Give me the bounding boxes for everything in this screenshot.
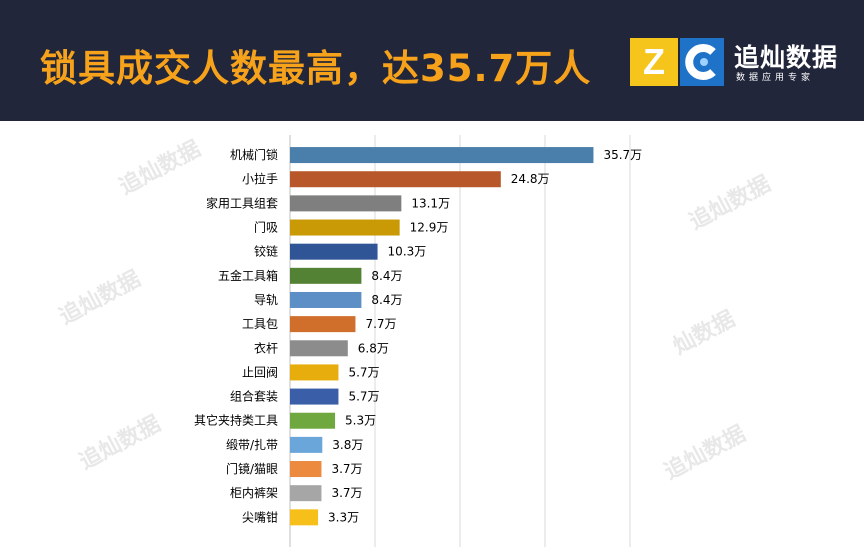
category-label: 机械门锁 xyxy=(230,147,278,162)
data-label: 5.3万 xyxy=(345,414,376,428)
bar xyxy=(290,195,402,212)
data-label: 5.7万 xyxy=(348,390,379,404)
bar xyxy=(290,509,319,526)
data-label: 6.8万 xyxy=(358,341,389,355)
data-label: 7.7万 xyxy=(365,317,396,331)
logo-z-block: Z xyxy=(630,38,678,86)
bar xyxy=(290,485,322,502)
data-label: 3.7万 xyxy=(331,486,362,500)
category-label: 其它夹持类工具 xyxy=(194,413,278,428)
category-label: 尖嘴钳 xyxy=(242,510,278,524)
data-label: 8.4万 xyxy=(371,293,402,307)
data-label: 12.9万 xyxy=(410,221,449,235)
category-label: 组合套装 xyxy=(230,389,278,404)
category-label: 铰链 xyxy=(254,244,278,259)
category-label: 家用工具组套 xyxy=(206,195,278,210)
category-label: 小拉手 xyxy=(242,171,278,186)
category-label: 柜内裤架 xyxy=(230,486,278,500)
data-label: 10.3万 xyxy=(388,245,427,259)
data-label: 13.1万 xyxy=(411,196,450,210)
category-label: 导轨 xyxy=(254,293,278,307)
bar xyxy=(290,412,336,429)
logo-name: 追灿数据 xyxy=(734,43,839,72)
data-label: 3.3万 xyxy=(328,510,359,524)
category-label: 五金工具箱 xyxy=(218,268,278,283)
category-label: 门镜/猫眼 xyxy=(226,461,278,476)
logo-tagline: 数据应用专家 xyxy=(736,73,815,83)
category-label: 工具包 xyxy=(242,317,278,331)
header-banner: 锁具成交人数最高，达35.7万人 Z 追灿数据 数据应用专家 xyxy=(0,0,864,121)
bar xyxy=(290,436,323,453)
bar xyxy=(290,461,322,478)
category-label: 衣杆 xyxy=(254,340,278,355)
bar xyxy=(290,219,400,236)
data-label: 3.8万 xyxy=(332,438,363,452)
bar xyxy=(290,340,348,357)
bar xyxy=(290,388,339,405)
bar xyxy=(290,267,362,284)
category-label: 缎带/扎带 xyxy=(226,437,278,452)
data-label: 3.7万 xyxy=(331,462,362,476)
data-label: 24.8万 xyxy=(511,172,550,186)
data-label: 35.7万 xyxy=(603,148,642,162)
brand-logo: Z 追灿数据 数据应用专家 xyxy=(630,38,840,86)
bar xyxy=(290,316,356,333)
category-label: 门吸 xyxy=(254,220,278,235)
bar xyxy=(290,364,339,381)
data-label: 5.7万 xyxy=(348,365,379,379)
logo-c-icon xyxy=(680,38,724,86)
bar xyxy=(290,147,594,164)
bar xyxy=(290,171,501,188)
category-label: 止回阀 xyxy=(242,365,278,379)
bar xyxy=(290,243,378,260)
data-label: 8.4万 xyxy=(371,269,402,283)
page-title: 锁具成交人数最高，达35.7万人 xyxy=(40,47,592,90)
bar xyxy=(290,291,362,308)
